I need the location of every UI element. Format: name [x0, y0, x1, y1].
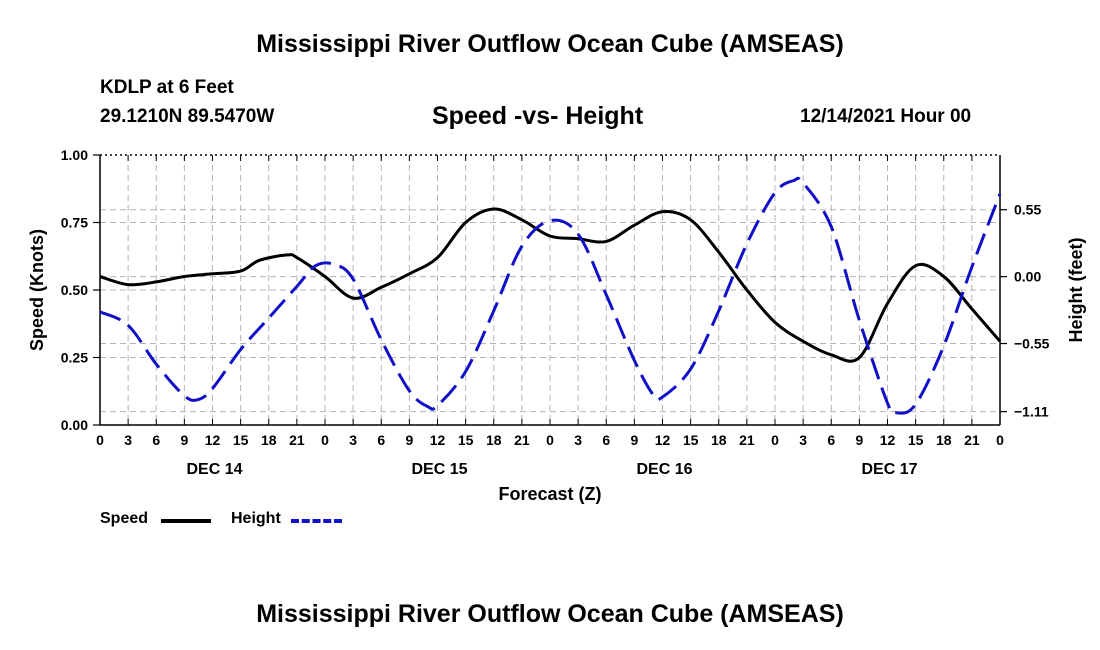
x-tick-label: 18	[936, 432, 952, 448]
x-tick-label: 0	[96, 432, 104, 448]
y-tick-label: 0.50	[61, 282, 88, 298]
x-tick-label: 9	[855, 432, 863, 448]
x-tick-label: 6	[827, 432, 835, 448]
x-day-label: DEC 17	[861, 461, 917, 478]
x-tick-label: 15	[908, 432, 924, 448]
y-axis-title: Speed (Knots)	[27, 229, 47, 351]
footer-title: Mississippi River Outflow Ocean Cube (AM…	[256, 600, 844, 628]
x-tick-label: 9	[630, 432, 638, 448]
station-coordinates: 29.1210N 89.5470W	[100, 106, 275, 127]
y-tick-label: 1.00	[61, 147, 88, 163]
x-tick-label: 9	[405, 432, 413, 448]
x-tick-label: 6	[377, 432, 385, 448]
x-axis-title: Forecast (Z)	[498, 484, 601, 504]
chart-subtitle: Speed -vs- Height	[432, 102, 644, 130]
x-tick-label: 21	[514, 432, 530, 448]
x-tick-label: 0	[996, 432, 1004, 448]
y2-tick-label: 0.00	[1014, 269, 1041, 285]
y2-axis-title: Height (feet)	[1066, 238, 1086, 343]
x-tick-label: 3	[349, 432, 357, 448]
x-tick-label: 3	[799, 432, 807, 448]
x-tick-label: 12	[205, 432, 221, 448]
x-tick-label: 21	[739, 432, 755, 448]
series-line-height	[99, 176, 1002, 416]
x-tick-label: 18	[261, 432, 277, 448]
x-tick-label: 12	[880, 432, 896, 448]
x-tick-label: 21	[964, 432, 980, 448]
legend-height-label: Height	[231, 510, 281, 527]
x-day-label: DEC 16	[636, 461, 692, 478]
x-tick-label: 0	[321, 432, 329, 448]
legend-speed-label: Speed	[100, 510, 149, 527]
y2-tick-label: −1.11	[1014, 404, 1049, 420]
y-tick-label: 0.75	[61, 215, 88, 231]
y2-tick-label: −0.55	[1014, 336, 1050, 352]
legend-speed-line	[161, 519, 211, 523]
x-tick-label: 0	[771, 432, 779, 448]
forecast-datetime: 12/14/2021 Hour 00	[800, 106, 972, 127]
y-tick-label: 0.25	[61, 350, 88, 366]
x-tick-label: 15	[233, 432, 249, 448]
x-tick-label: 3	[124, 432, 132, 448]
y2-tick-label: 0.55	[1014, 202, 1041, 218]
x-tick-label: 18	[486, 432, 502, 448]
x-tick-label: 15	[458, 432, 474, 448]
x-tick-label: 6	[602, 432, 610, 448]
x-day-label: DEC 15	[411, 461, 467, 478]
x-tick-label: 3	[574, 432, 582, 448]
x-tick-label: 6	[152, 432, 160, 448]
x-tick-label: 12	[430, 432, 446, 448]
x-day-label: DEC 14	[186, 461, 242, 478]
page-title: Mississippi River Outflow Ocean Cube (AM…	[256, 30, 844, 58]
station-label: KDLP at 6 Feet	[100, 77, 234, 98]
x-tick-label: 12	[655, 432, 671, 448]
x-tick-label: 15	[683, 432, 699, 448]
x-tick-label: 9	[180, 432, 188, 448]
y-tick-label: 0.00	[61, 417, 88, 433]
x-tick-label: 21	[289, 432, 305, 448]
x-tick-label: 0	[546, 432, 554, 448]
legend-height-line	[291, 519, 342, 523]
x-tick-label: 18	[711, 432, 727, 448]
